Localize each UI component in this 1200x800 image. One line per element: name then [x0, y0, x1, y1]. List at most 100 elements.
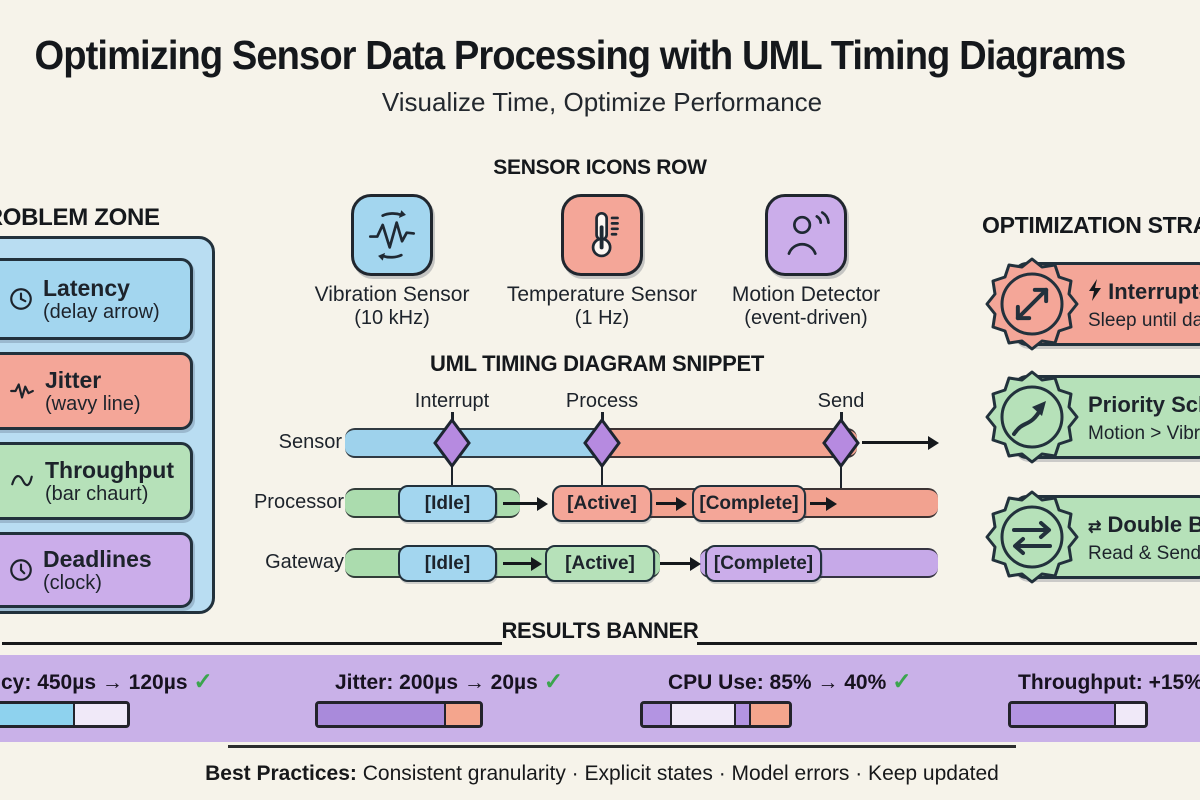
rising-arrow-icon [1012, 401, 1046, 436]
banner-bottom-rule [228, 745, 1016, 748]
stat-jitter: Jitter: 200µs → 20µs ✓ [335, 668, 563, 695]
bar-segment [672, 704, 737, 725]
stat-text: Jitter: 200µs → 20µs [335, 671, 538, 694]
lane-label-gateway: Gateway [265, 551, 344, 573]
optimization-card-title-text: Priority Scheduling [1088, 392, 1200, 417]
gateway-state-idle: [Idle] [398, 545, 497, 582]
problem-card-text: Deadlines (clock) [43, 546, 152, 595]
optimization-card-subtitle: Sleep until data arrives [1088, 310, 1200, 331]
sensor-band-salmon [602, 428, 857, 458]
clock-icon [8, 557, 34, 583]
optimization-card-title: Priority Scheduling [1088, 392, 1200, 418]
event-stem [840, 412, 843, 422]
event-label-process: Process [565, 390, 639, 412]
progress-bar-jitter [315, 701, 483, 728]
state-arrow [660, 556, 701, 571]
heading-rule-right [697, 642, 1197, 645]
event-stem [451, 412, 454, 422]
sensor-name: Vibration Sensor [314, 283, 470, 306]
lane-label-processor: Processor [253, 491, 344, 513]
progress-bar-cpu [640, 701, 792, 728]
motion-detector-tile [765, 194, 847, 276]
problem-zone-heading: PROBLEM ZONE [0, 204, 160, 231]
throughput-curve-icon [8, 468, 36, 494]
problem-card-subtitle: (bar chaurt) [45, 482, 149, 505]
clock-icon [8, 286, 34, 312]
stat-text: CPU Use: 85% → 40% [668, 671, 887, 694]
stat-throughput: Throughput: +15%✓ [1018, 668, 1200, 695]
diamond-connector [839, 466, 842, 494]
temperature-sensor-tile [561, 194, 643, 276]
heading-rule-left [2, 642, 502, 645]
problem-card-subtitle: (clock) [43, 571, 102, 594]
swap-arrows-icon [1012, 521, 1052, 555]
problem-card-title: Deadlines [43, 545, 152, 572]
bar-segment [643, 704, 673, 725]
problem-card-text: Jitter (wavy line) [45, 367, 141, 416]
vibration-sensor-tile [351, 194, 433, 276]
gateway-state-complete: [Complete] [705, 545, 822, 582]
page-title: Optimizing Sensor Data Processing with U… [34, 32, 1127, 78]
lightning-icon [1089, 279, 1101, 301]
bar-segment [736, 704, 752, 725]
badge-rosette [985, 370, 1079, 464]
progress-bar-latency [0, 701, 130, 728]
event-diamond-send [822, 418, 860, 468]
optimization-card-title-text: Double Buffering [1107, 512, 1200, 537]
bar-segment [751, 704, 789, 725]
optimization-card-title: Interrupt-Driven [1088, 279, 1200, 305]
best-practices-text: Consistent granularity · Explicit states… [356, 762, 999, 785]
sensor-name: Temperature Sensor [506, 283, 698, 306]
event-diamond-process [583, 418, 621, 468]
stat-cpu: CPU Use: 85% → 40% ✓ [668, 668, 912, 695]
results-heading: RESULTS BANNER [501, 618, 699, 643]
timing-heading: UML TIMING DIAGRAM SNIPPET [429, 351, 765, 376]
optimization-card-subtitle: Read & Send in parallel [1088, 543, 1200, 564]
results-banner-strip [0, 655, 1200, 742]
bar-segment [318, 704, 446, 725]
lane-label-sensor: Sensor [278, 431, 342, 453]
processor-state-complete: [Complete] [692, 485, 806, 522]
vibration-icon [361, 204, 423, 266]
sensor-rate: (10 kHz) [354, 307, 430, 329]
problem-card-subtitle: (delay arrow) [43, 300, 160, 323]
bar-segment [445, 704, 480, 725]
state-arrow [810, 496, 837, 511]
motion-person-icon [775, 204, 837, 266]
check-icon: ✓ [543, 668, 564, 694]
check-icon: ✓ [193, 668, 213, 694]
processor-state-idle: [Idle] [398, 485, 497, 522]
progress-bar-throughput [1008, 701, 1148, 728]
optimization-card-title-text: Interrupt-Driven [1108, 279, 1200, 304]
problem-card-jitter: Jitter (wavy line) [0, 352, 193, 430]
problem-card-subtitle: (wavy line) [45, 392, 141, 415]
state-arrow [503, 556, 542, 571]
event-label-send: Send [817, 390, 865, 412]
best-practices-label: Best Practices: [205, 762, 357, 785]
bar-segment [1011, 704, 1116, 725]
stat-latency: Latency: 450µs → 120µs✓ [0, 668, 213, 695]
event-label-interrupt: Interrupt [414, 390, 490, 412]
sensor-name: Motion Detector [731, 283, 881, 306]
problem-card-title: Latency [43, 274, 130, 301]
jitter-wave-icon [8, 378, 36, 404]
best-practices-footer: Best Practices: Consistent granularity ·… [0, 762, 1200, 786]
sensor-rate: (event-driven) [744, 307, 868, 329]
swap-arrows-glyph: ⇄ [1088, 519, 1102, 536]
state-arrow [656, 496, 687, 511]
bar-segment [74, 704, 127, 725]
diamond-connector [450, 466, 453, 487]
processor-state-active: [Active] [552, 485, 652, 522]
page-subtitle: Visualize Time, Optimize Performance [381, 87, 823, 117]
optimization-heading: OPTIMIZATION STRATEGIES [982, 212, 1200, 238]
problem-card-title: Throughput [45, 456, 175, 483]
diagonal-double-arrow-icon [1015, 287, 1049, 321]
event-diamond-interrupt [433, 418, 471, 468]
sensor-rate: (1 Hz) [574, 307, 630, 329]
state-arrow [503, 496, 548, 511]
problem-card-throughput: Throughput (bar chaurt) [0, 442, 193, 520]
sensor-band-blue [345, 428, 602, 458]
timeline-arrow [862, 435, 939, 450]
problem-card-deadlines: Deadlines (clock) [0, 532, 193, 608]
problem-card-latency: Latency (delay arrow) [0, 258, 193, 340]
